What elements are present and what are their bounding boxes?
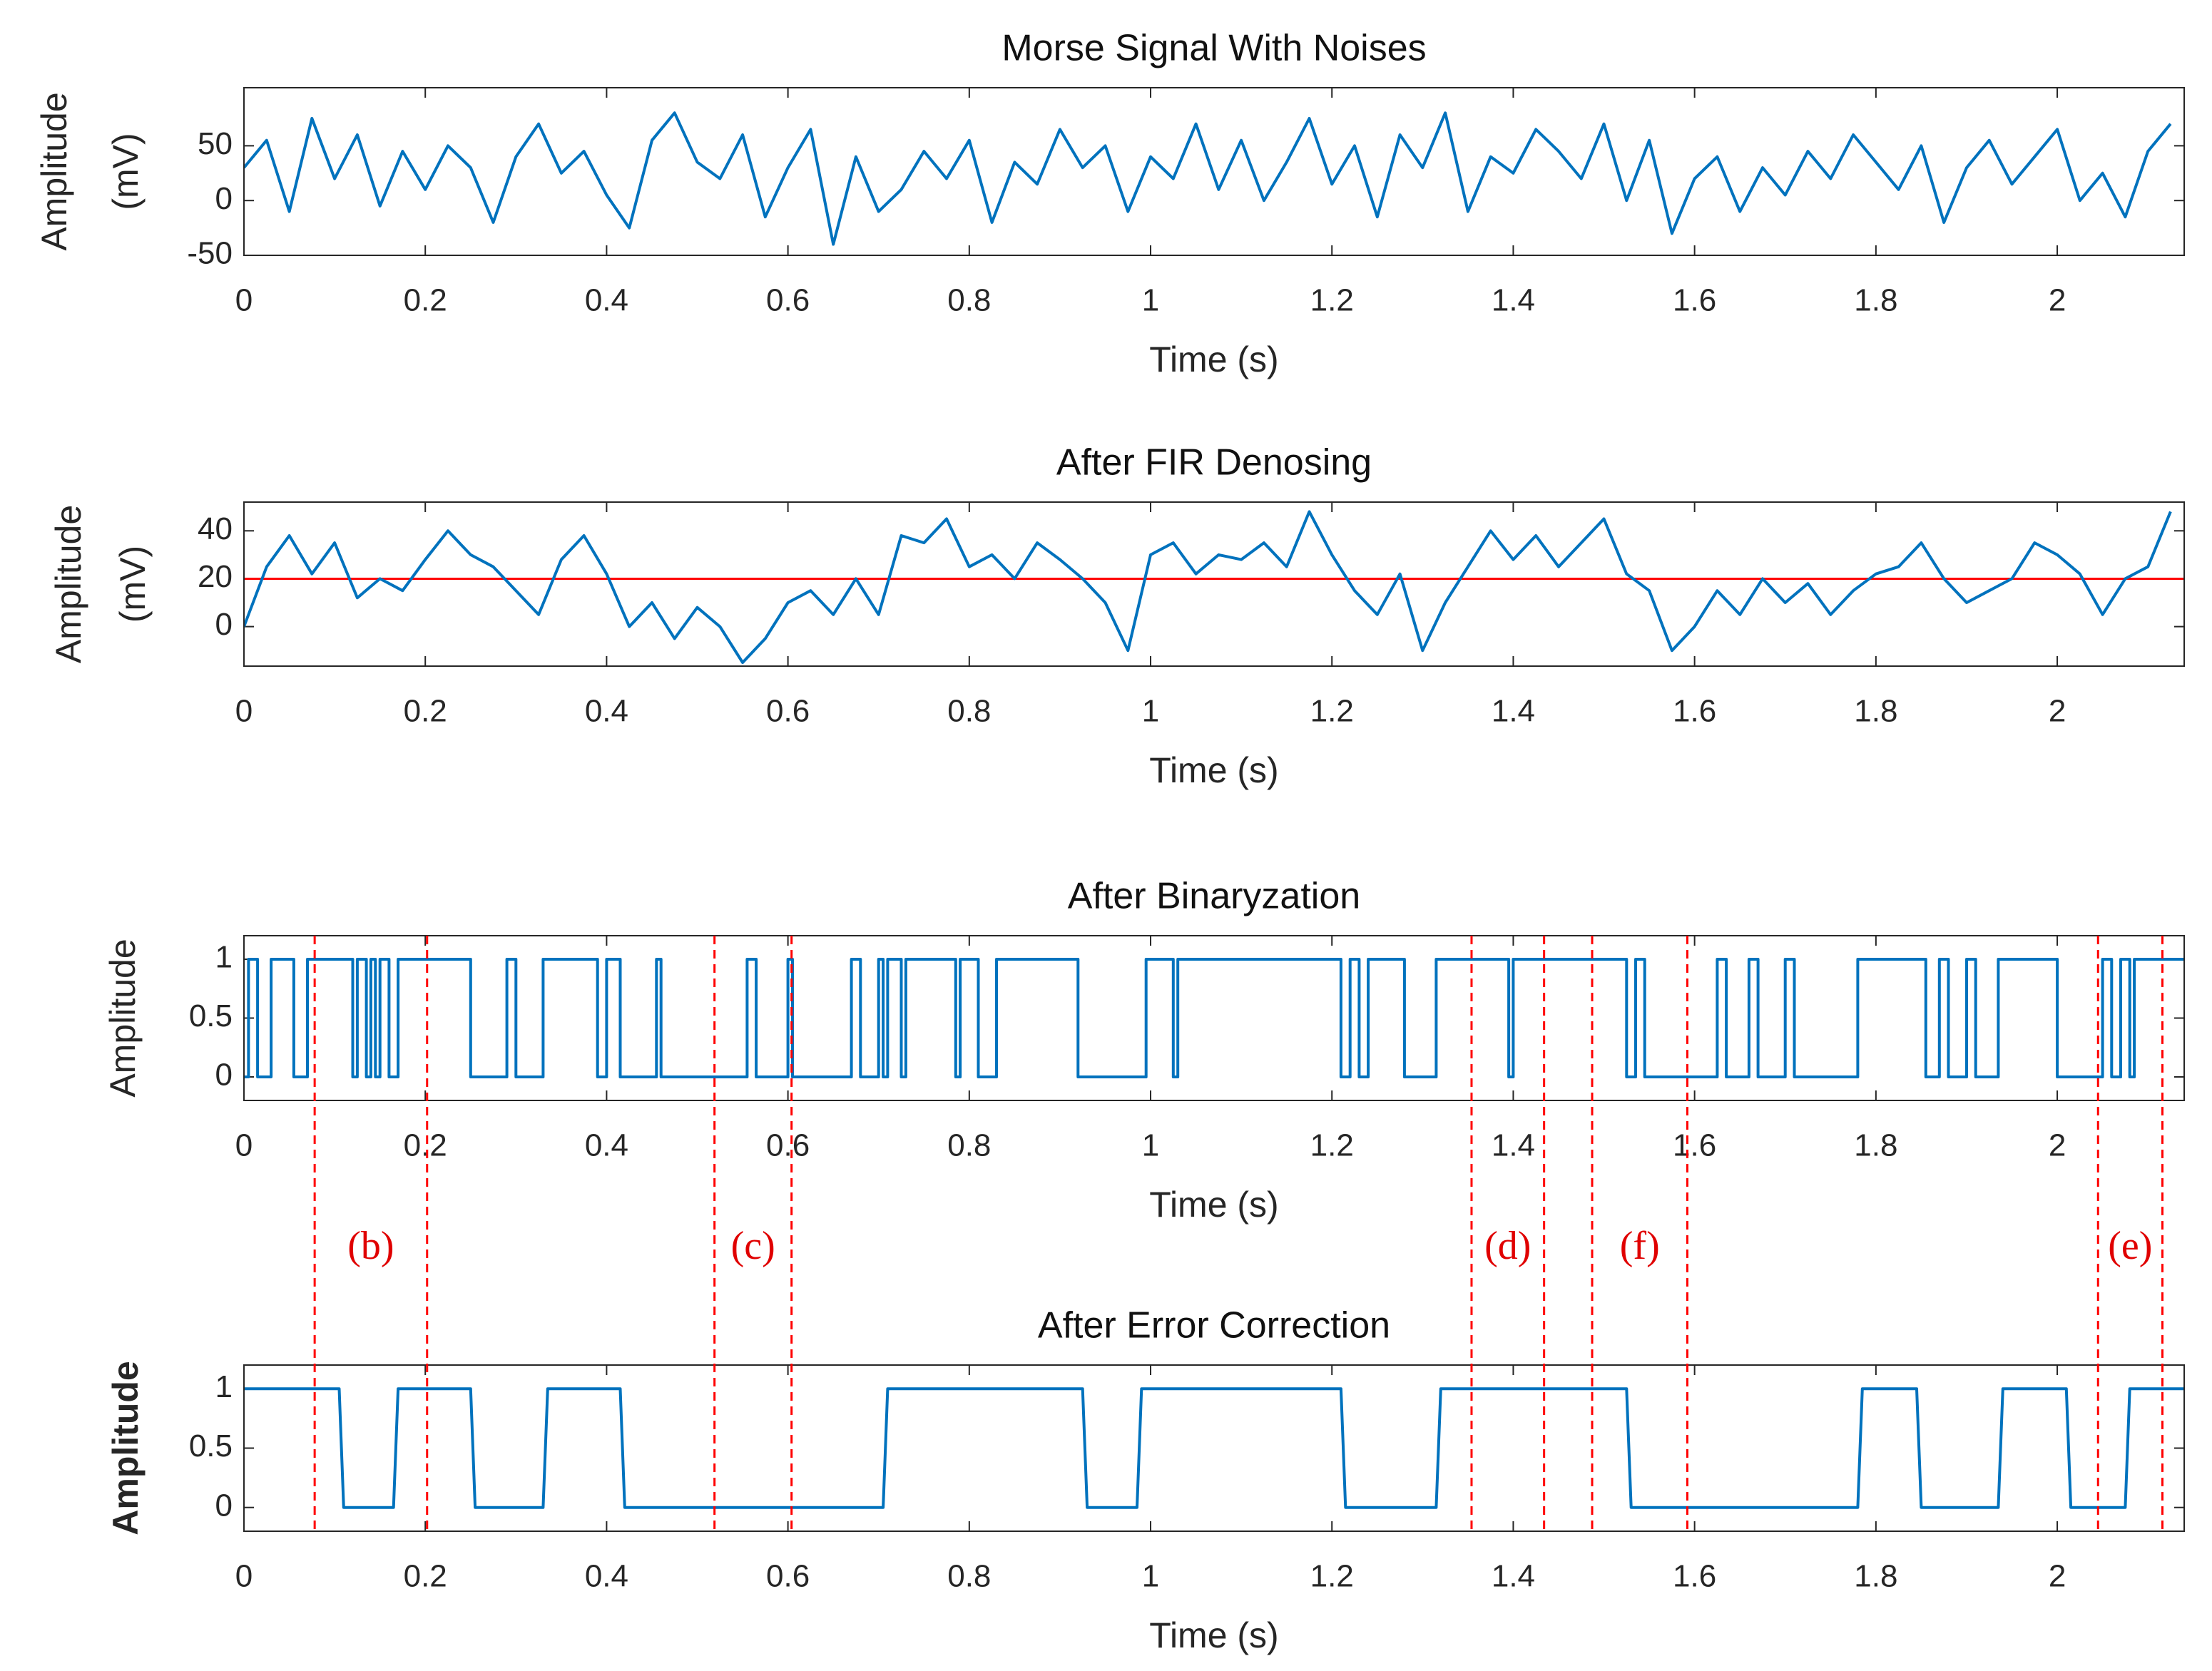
y-tick-label: 0 bbox=[215, 607, 233, 642]
x-tick-label: 0 bbox=[235, 283, 253, 318]
x-tick-label: 1.4 bbox=[1492, 1559, 1535, 1594]
x-tick-label: 0.8 bbox=[947, 1128, 991, 1163]
x-tick-label: 1 bbox=[1142, 283, 1159, 318]
x-axis-label: Time (s) bbox=[1149, 750, 1278, 790]
y-axis-label: Amplitude bbox=[106, 1361, 146, 1535]
x-axis-label: Time (s) bbox=[1149, 1185, 1278, 1225]
x-tick-label: 0.8 bbox=[947, 694, 991, 729]
x-tick-label: 0.2 bbox=[404, 283, 447, 318]
x-tick-label: 1.8 bbox=[1854, 694, 1897, 729]
x-tick-label: 2 bbox=[2049, 694, 2066, 729]
y-tick-label: 50 bbox=[198, 126, 233, 161]
x-tick-label: 1 bbox=[1142, 1128, 1159, 1163]
x-tick-label: 1.6 bbox=[1673, 1559, 1716, 1594]
y-axis-label: (mV) bbox=[113, 546, 153, 623]
axes-box bbox=[243, 935, 2185, 1101]
y-tick-label: -50 bbox=[187, 236, 233, 271]
y-axis-label: Amplitude bbox=[49, 505, 88, 663]
y-tick-label: 0.5 bbox=[189, 1429, 233, 1463]
y-tick-label: 0 bbox=[215, 1058, 233, 1093]
x-tick-label: 1 bbox=[1142, 1559, 1159, 1594]
region-label: (f) bbox=[1620, 1224, 1660, 1268]
x-tick-label: 0.2 bbox=[404, 694, 447, 729]
x-tick-label: 0.4 bbox=[585, 1128, 628, 1163]
y-tick-label: 40 bbox=[198, 511, 233, 546]
signal-line bbox=[244, 958, 2184, 1078]
y-tick-label: 20 bbox=[198, 559, 233, 594]
region-label: (c) bbox=[731, 1224, 775, 1268]
x-tick-label: 0.6 bbox=[766, 694, 810, 729]
x-tick-label: 0.6 bbox=[766, 1559, 810, 1594]
x-tick-label: 0.8 bbox=[947, 283, 991, 318]
axes-box bbox=[243, 87, 2185, 256]
chart-title: Morse Signal With Noises bbox=[1001, 28, 1426, 69]
x-axis-label: Time (s) bbox=[1149, 1615, 1278, 1655]
x-tick-label: 0.4 bbox=[585, 1559, 628, 1594]
x-tick-label: 1.8 bbox=[1854, 1128, 1897, 1163]
x-tick-label: 0.6 bbox=[766, 283, 810, 318]
region-label: (d) bbox=[1484, 1224, 1531, 1268]
y-tick-label: 1 bbox=[215, 940, 233, 975]
x-tick-label: 2 bbox=[2049, 1128, 2066, 1163]
x-tick-label: 1.2 bbox=[1310, 283, 1354, 318]
x-axis-label: Time (s) bbox=[1149, 339, 1278, 379]
x-tick-label: 1.6 bbox=[1673, 694, 1716, 729]
x-tick-label: 1.4 bbox=[1492, 283, 1535, 318]
y-axis-label: Amplitude bbox=[103, 939, 143, 1097]
x-tick-label: 1.8 bbox=[1854, 1559, 1897, 1594]
x-tick-label: 1.4 bbox=[1492, 694, 1535, 729]
x-tick-label: 1 bbox=[1142, 694, 1159, 729]
x-tick-label: 2 bbox=[2049, 283, 2066, 318]
x-tick-label: 1.2 bbox=[1310, 1559, 1354, 1594]
x-tick-label: 1.2 bbox=[1310, 694, 1354, 729]
x-tick-label: 0 bbox=[235, 1559, 253, 1594]
region-label: (e) bbox=[2108, 1224, 2152, 1268]
y-axis-label: Amplitude bbox=[34, 92, 74, 250]
x-tick-label: 0.2 bbox=[404, 1559, 447, 1594]
axes-box bbox=[243, 501, 2185, 667]
region-label: (b) bbox=[347, 1224, 394, 1268]
y-axis-label: (mV) bbox=[106, 133, 146, 210]
chart-title: After Error Correction bbox=[1038, 1305, 1390, 1346]
y-tick-label: 1 bbox=[215, 1369, 233, 1404]
x-tick-label: 0.2 bbox=[404, 1128, 447, 1163]
x-tick-label: 0.4 bbox=[585, 694, 628, 729]
signal-line bbox=[244, 510, 2172, 664]
signal-line bbox=[244, 1387, 2184, 1509]
x-tick-label: 1.8 bbox=[1854, 283, 1897, 318]
x-tick-label: 0.6 bbox=[766, 1128, 810, 1163]
x-tick-label: 1.6 bbox=[1673, 1128, 1716, 1163]
y-tick-label: 0.5 bbox=[189, 998, 233, 1033]
x-tick-label: 1.4 bbox=[1492, 1128, 1535, 1163]
chart-title: After Binaryzation bbox=[1068, 876, 1360, 917]
y-tick-label: 0 bbox=[215, 181, 233, 216]
x-tick-label: 1.2 bbox=[1310, 1128, 1354, 1163]
x-tick-label: 0.4 bbox=[585, 283, 628, 318]
axes-box bbox=[243, 1364, 2185, 1532]
signal-line bbox=[244, 111, 2172, 246]
x-tick-label: 1.6 bbox=[1673, 283, 1716, 318]
y-tick-label: 0 bbox=[215, 1488, 233, 1523]
x-tick-label: 0 bbox=[235, 1128, 253, 1163]
x-tick-label: 2 bbox=[2049, 1559, 2066, 1594]
x-tick-label: 0 bbox=[235, 694, 253, 729]
chart-title: After FIR Denosing bbox=[1056, 442, 1372, 484]
x-tick-label: 0.8 bbox=[947, 1559, 991, 1594]
